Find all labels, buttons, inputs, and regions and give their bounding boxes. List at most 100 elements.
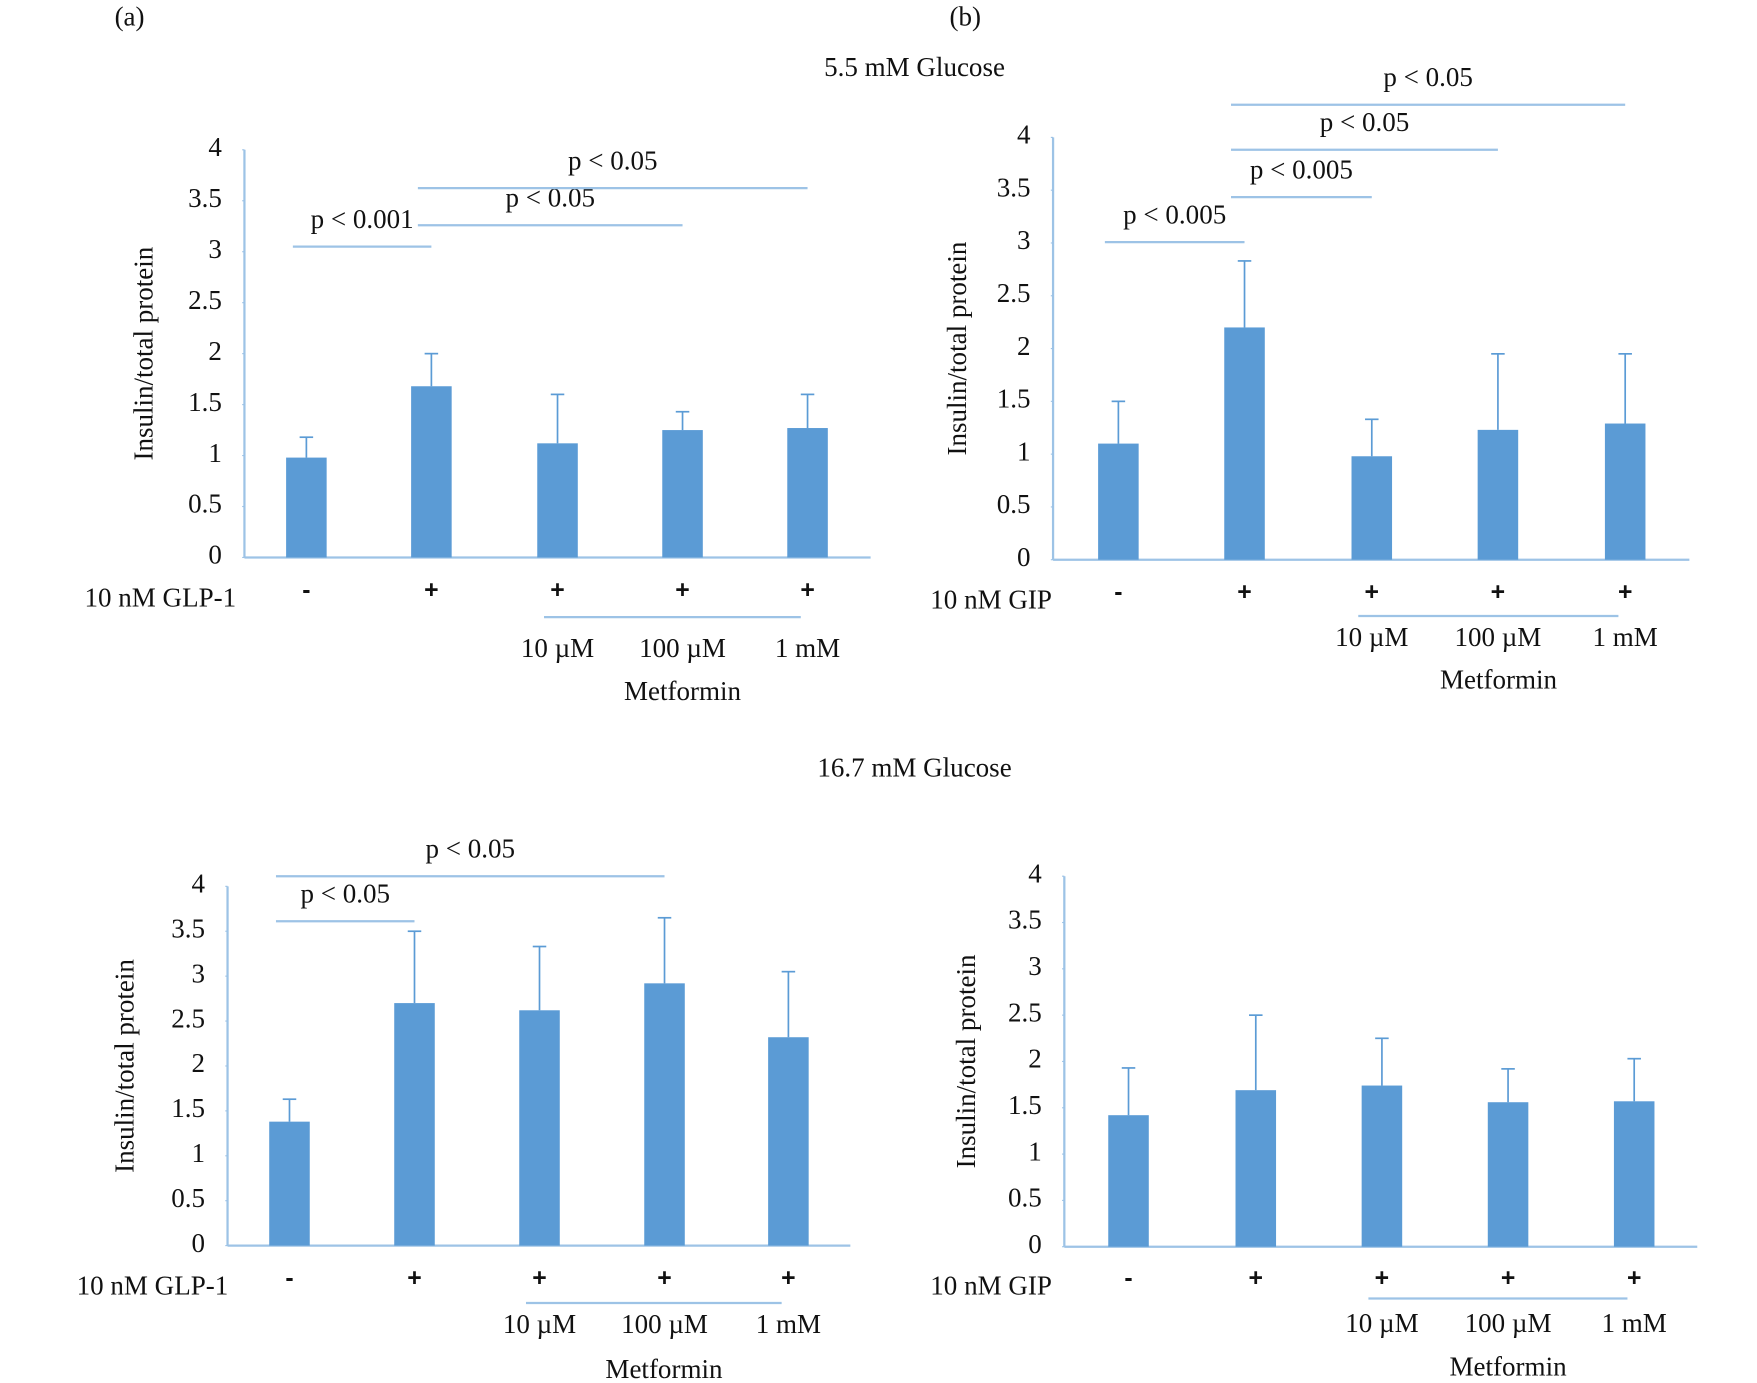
bar — [394, 1003, 435, 1246]
treatment-sign: + — [1618, 579, 1632, 606]
significance-label: p < 0.005 — [1123, 200, 1226, 230]
significance-label: p < 0.05 — [425, 834, 515, 864]
significance-label: p < 0.005 — [1250, 155, 1353, 185]
treatment-sign: + — [1375, 1265, 1389, 1292]
y-tick-label: 1.5 — [171, 1093, 205, 1123]
significance-label: p < 0.001 — [311, 204, 414, 234]
dose-group-label: Metformin — [1450, 1352, 1568, 1382]
y-tick-label: 1 — [1028, 1136, 1042, 1166]
bar — [411, 386, 452, 558]
y-tick-label: 4 — [1017, 120, 1031, 150]
y-tick-label: 3 — [208, 234, 222, 264]
dose-group-label: Metformin — [1440, 665, 1558, 695]
y-tick-label: 0.5 — [997, 489, 1031, 519]
dose-label: 10 µM — [521, 633, 594, 663]
treatment-sign: + — [1365, 579, 1379, 606]
significance-label: p < 0.05 — [568, 146, 658, 176]
bar — [1604, 423, 1646, 560]
bar — [1477, 429, 1519, 560]
dose-label: 1 mM — [756, 1309, 821, 1339]
y-tick-label: 3.5 — [171, 913, 205, 943]
treatment-sign: + — [1491, 579, 1505, 606]
treatment-sign: + — [1627, 1265, 1641, 1292]
y-tick-label: 1 — [192, 1138, 206, 1168]
dose-label: 10 µM — [1345, 1308, 1418, 1338]
y-tick-label: 2.5 — [997, 278, 1031, 308]
dose-label: 100 µM — [639, 633, 726, 663]
dose-label: 1 mM — [1602, 1308, 1667, 1338]
dose-label: 100 µM — [1454, 622, 1541, 652]
bar — [519, 1010, 560, 1246]
y-tick-label: 4 — [1028, 858, 1042, 888]
y-axis-label: Insulin/total protein — [942, 241, 972, 455]
bar — [644, 983, 685, 1246]
bar — [286, 457, 327, 558]
dose-group-label: Metformin — [624, 676, 742, 706]
section-title: 16.7 mM Glucose — [817, 753, 1011, 783]
treatment-label: 10 nM GIP — [930, 1271, 1052, 1301]
y-tick-label: 0 — [192, 1228, 206, 1258]
y-tick-label: 2.5 — [1008, 997, 1042, 1027]
y-axis-label: Insulin/total protein — [129, 246, 159, 460]
treatment-sign: - — [1124, 1265, 1132, 1292]
y-tick-label: 3.5 — [997, 172, 1031, 202]
y-axis-label: Insulin/total protein — [110, 959, 140, 1173]
dose-label: 1 mM — [1593, 622, 1658, 652]
bar — [1613, 1101, 1655, 1247]
y-tick-label: 4 — [208, 132, 222, 162]
y-tick-label: 0 — [1028, 1229, 1042, 1259]
y-tick-label: 0.5 — [171, 1183, 205, 1213]
y-tick-label: 1.5 — [1008, 1090, 1042, 1120]
treatment-sign: - — [1114, 579, 1122, 606]
treatment-sign: + — [1237, 579, 1251, 606]
y-tick-label: 3.5 — [1008, 905, 1042, 935]
treatment-label: 10 nM GLP-1 — [85, 582, 237, 612]
bar — [768, 1037, 809, 1246]
treatment-sign: + — [675, 577, 689, 604]
y-tick-label: 4 — [192, 869, 206, 899]
y-axis-label: Insulin/total protein — [951, 954, 981, 1168]
bar — [1235, 1090, 1277, 1247]
bar — [1487, 1102, 1529, 1247]
treatment-sign: - — [285, 1265, 293, 1292]
dose-group-label: Metformin — [605, 1354, 723, 1383]
y-tick-label: 0 — [208, 540, 222, 570]
dose-label: 100 µM — [621, 1309, 708, 1339]
bar — [662, 430, 703, 558]
y-tick-label: 1.5 — [188, 387, 222, 417]
treatment-sign: + — [424, 577, 438, 604]
bar — [1224, 327, 1265, 560]
y-tick-label: 1 — [1017, 436, 1031, 466]
treatment-sign: + — [1501, 1265, 1515, 1292]
dose-label: 1 mM — [775, 633, 840, 663]
treatment-sign: + — [781, 1265, 795, 1292]
y-tick-label: 1 — [208, 438, 222, 468]
y-tick-label: 0.5 — [188, 489, 222, 519]
bar — [1098, 443, 1139, 560]
dose-label: 10 µM — [503, 1309, 576, 1339]
treatment-sign: + — [800, 577, 814, 604]
bar — [1351, 456, 1393, 560]
y-tick-label: 2 — [1017, 331, 1031, 361]
panel-label: (b) — [949, 1, 981, 31]
treatment-label: 10 nM GLP-1 — [77, 1271, 229, 1301]
y-tick-label: 2.5 — [171, 1003, 205, 1033]
y-tick-label: 2 — [208, 336, 222, 366]
y-tick-label: 0.5 — [1008, 1183, 1042, 1213]
y-tick-label: 3 — [192, 958, 206, 988]
treatment-sign: + — [550, 577, 564, 604]
y-tick-label: 1.5 — [997, 384, 1031, 414]
panel-label: (a) — [115, 1, 145, 31]
bar — [269, 1121, 310, 1246]
significance-label: p < 0.05 — [1320, 107, 1410, 137]
treatment-sign: + — [657, 1265, 671, 1292]
treatment-sign: + — [532, 1265, 546, 1292]
significance-label: p < 0.05 — [1383, 62, 1473, 92]
bar — [1361, 1085, 1403, 1247]
y-tick-label: 0 — [1017, 542, 1031, 572]
y-tick-label: 2 — [1028, 1044, 1042, 1074]
bar — [787, 428, 828, 558]
bar — [1108, 1115, 1149, 1247]
